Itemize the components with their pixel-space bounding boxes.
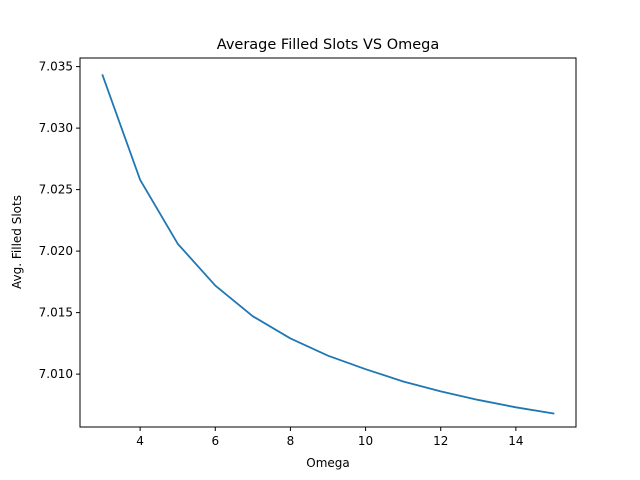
x-axis-title: Omega [306,456,350,470]
plot-frame [79,57,577,428]
plot-area: 4 6 8 10 12 14 7.010 7.015 7.020 7.025 7.030 7.035 [39,57,577,448]
y-axis-title: Avg. Filled Slots [10,195,24,289]
x-tick-label: 10 [358,434,373,448]
y-tick-label: 7.015 [39,306,73,320]
y-tick-label: 7.035 [39,60,73,74]
x-tick-label: 12 [433,434,448,448]
y-tick-label: 7.030 [39,121,73,135]
x-tick-label: 14 [508,434,523,448]
x-tick-label: 4 [136,434,144,448]
chart-title: Average Filled Slots VS Omega [217,37,440,53]
series-line-0 [101,74,555,415]
y-tick-label: 7.025 [39,183,73,197]
x-tick-label: 6 [211,434,219,448]
y-tick-label: 7.020 [39,244,73,258]
y-tick-label: 7.010 [39,367,73,381]
x-tick-label: 8 [287,434,295,448]
